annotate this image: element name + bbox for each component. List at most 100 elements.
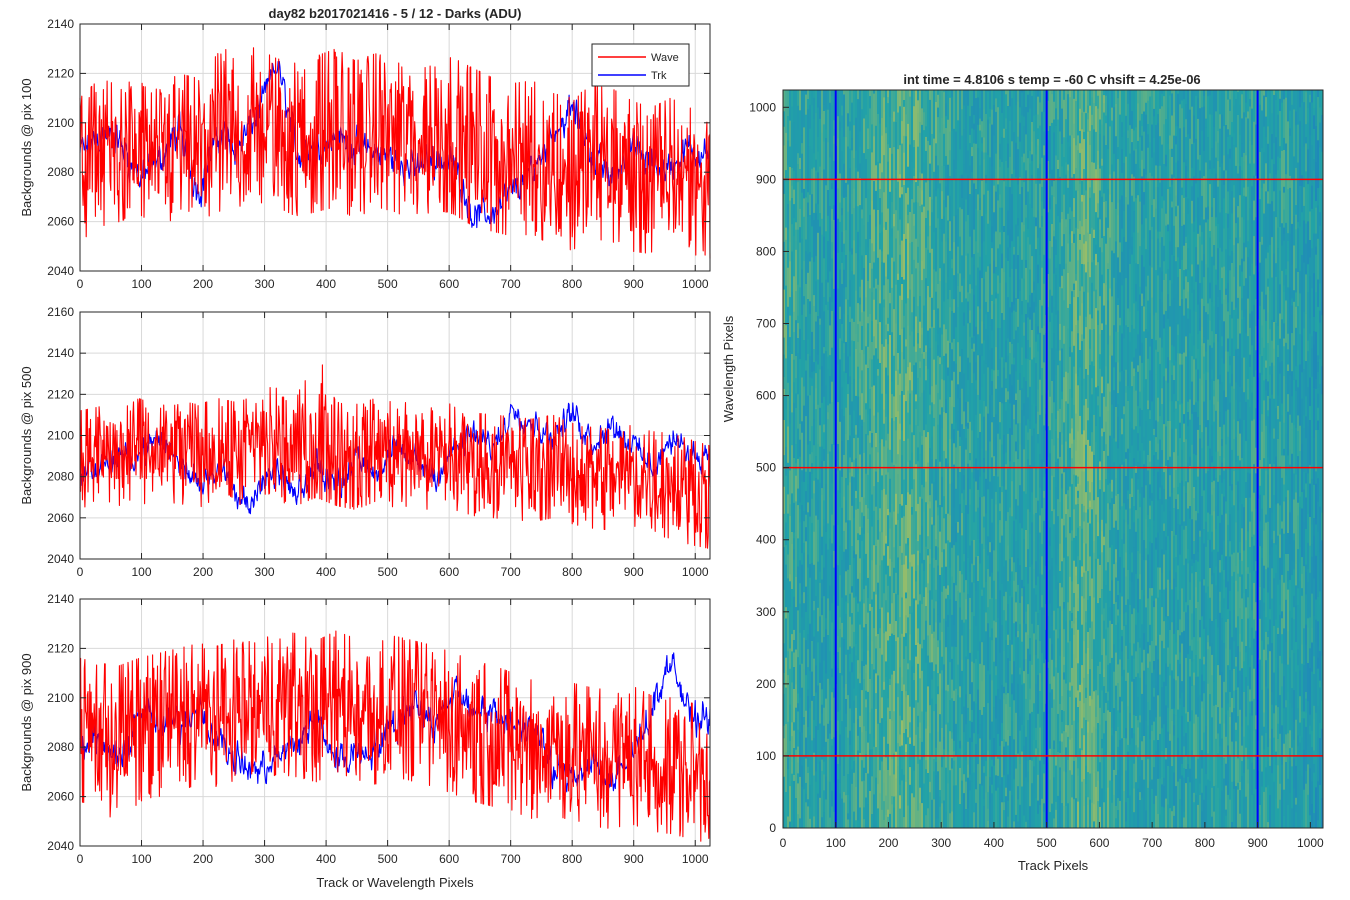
heatmap-cell [833, 525, 836, 551]
heatmap-cell [869, 408, 872, 431]
heatmap-cell [1011, 97, 1014, 142]
heatmap-cell [937, 614, 940, 641]
heatmap-cell [1015, 667, 1018, 713]
heatmap-cell [995, 111, 998, 143]
y-tick-label: 2040 [47, 264, 74, 278]
heatmap-cell [871, 749, 874, 777]
heatmap-cell [929, 501, 932, 509]
heatmap-cell [831, 502, 834, 515]
heatmap-cell [1081, 334, 1084, 342]
heatmap-cell [1047, 762, 1050, 803]
heatmap-cell [803, 127, 806, 156]
heatmap-cell [1091, 124, 1094, 137]
heatmap-cell [827, 643, 830, 679]
heatmap-cell [993, 475, 996, 509]
heatmap-cell [1037, 90, 1040, 97]
heatmap-cell [1071, 177, 1074, 212]
heatmap-cell [815, 579, 818, 597]
heatmap-cell [1037, 326, 1040, 335]
heatmap-cell [879, 531, 882, 566]
heatmap-cell [825, 628, 828, 674]
heatmap-cell [1007, 657, 1010, 694]
heatmap-cell [1101, 392, 1104, 429]
heatmap-cell [1067, 724, 1070, 737]
heatmap-cell [1043, 111, 1046, 132]
heatmap-cell [937, 817, 940, 829]
heatmap-cell [1121, 539, 1124, 567]
heatmap-cell [789, 120, 792, 147]
right-figure-title: int time = 4.8106 s temp = -60 C vhsift … [903, 72, 1200, 87]
heatmap-cell [791, 106, 794, 123]
heatmap-cell [997, 476, 1000, 487]
heatmap-cell [1077, 476, 1080, 484]
heatmap-cell [945, 164, 948, 187]
heatmap-cell [1113, 252, 1116, 278]
heatmap-cell [945, 598, 948, 622]
heatmap-cell [1089, 328, 1092, 349]
heatmap-cell [943, 346, 946, 356]
heatmap-cell [995, 674, 998, 696]
heatmap-cell [941, 364, 944, 380]
heatmap-cell [803, 602, 806, 630]
heatmap-cell [975, 556, 978, 591]
heatmap-cell [1023, 490, 1026, 501]
heatmap-cell [861, 629, 864, 649]
heatmap-cell [1075, 486, 1078, 505]
heatmap-cell [1039, 640, 1042, 674]
heatmap-cell [821, 218, 824, 235]
heatmap-cell [1009, 461, 1012, 508]
heatmap-cell [851, 751, 854, 770]
heatmap-cell [1111, 296, 1114, 345]
heatmap-cell [1019, 106, 1022, 114]
heatmap-cell [1083, 234, 1086, 244]
heatmap-cell [803, 520, 806, 543]
heatmap-cell [1021, 364, 1024, 389]
heatmap-cell [1061, 709, 1064, 722]
heatmap-cell [1075, 737, 1078, 758]
heatmap-cell [799, 157, 802, 169]
heatmap-cell [1105, 720, 1108, 757]
heatmap-cell [923, 720, 926, 758]
heatmap-cell [797, 762, 800, 774]
heatmap-cell [825, 279, 828, 305]
heatmap-cell [1053, 523, 1056, 540]
heatmap-cell [943, 691, 946, 738]
heatmap-cell [795, 90, 798, 116]
heatmap-cell [827, 309, 830, 357]
heatmap-cell [825, 230, 828, 280]
heatmap-cell [861, 209, 864, 219]
heatmap-cell [959, 273, 962, 292]
heatmap-cell [1007, 729, 1010, 746]
heatmap-cell [839, 306, 842, 320]
heatmap-cell [1049, 197, 1052, 210]
heatmap-cell [1019, 290, 1022, 335]
heatmap-cell [1021, 724, 1024, 752]
heatmap-cell [857, 98, 860, 107]
heatmap-cell [993, 549, 996, 581]
heatmap-cell [819, 662, 822, 683]
heatmap-cell [1011, 765, 1014, 796]
heatmap-cell [1091, 566, 1094, 579]
heatmap-cell [995, 550, 998, 600]
heatmap-cell [1081, 727, 1084, 751]
heatmap-cell [993, 260, 996, 274]
heatmap-cell [847, 484, 850, 521]
heatmap-cell [833, 444, 836, 494]
heatmap-cell [1085, 491, 1088, 513]
heatmap-cell [1063, 325, 1066, 344]
heatmap-cell [1067, 272, 1070, 308]
x-tick-label: 0 [77, 565, 84, 579]
heatmap-cell [883, 409, 886, 424]
heatmap-cell [1021, 278, 1024, 302]
heatmap-cell [849, 593, 852, 617]
heatmap-cell [1025, 821, 1028, 829]
heatmap-cell [839, 506, 842, 546]
x-tick-label: 1000 [682, 852, 709, 866]
heatmap-cell [953, 371, 956, 408]
heatmap-cell [969, 780, 972, 791]
heatmap-cell [875, 90, 878, 126]
heatmap-cell [901, 143, 904, 188]
heatmap-cell [885, 720, 888, 758]
heatmap-cell [887, 96, 890, 104]
heatmap-cell [975, 458, 978, 482]
